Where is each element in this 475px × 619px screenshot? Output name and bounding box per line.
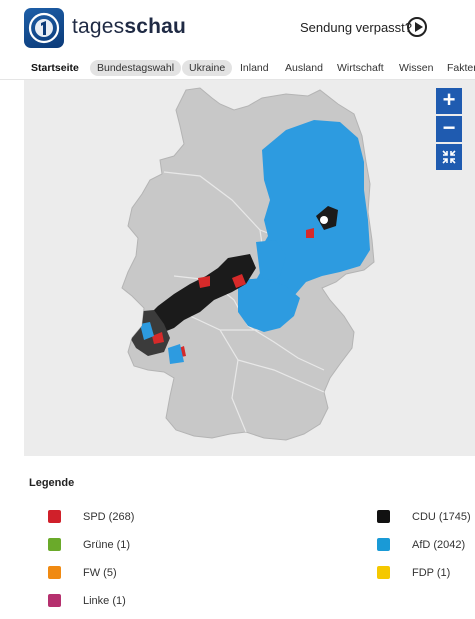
legend-swatch	[48, 566, 61, 579]
spd-region-4	[152, 332, 164, 344]
main-nav: Startseite Bundestagswahl Ukraine Inland…	[0, 56, 475, 80]
legend-swatch	[48, 594, 61, 607]
legend-label: Linke (1)	[83, 595, 126, 607]
fullscreen-collapse-icon[interactable]	[436, 144, 462, 170]
germany-map[interactable]	[24, 80, 475, 456]
nav-item-wissen[interactable]: Wissen	[399, 62, 434, 74]
afd-region-west-1	[140, 322, 154, 340]
legend-label: FDP (1)	[412, 567, 451, 579]
logo-wordmark[interactable]: tagesschau	[72, 15, 187, 38]
legend-swatch	[48, 538, 61, 551]
legend-label: AfD (2042)	[412, 539, 466, 551]
legend-label: CDU (1745)	[412, 511, 471, 523]
afd-region-sachsen-anhalt	[256, 240, 286, 284]
spd-region-2	[198, 276, 210, 288]
nav-item-ukraine[interactable]: Ukraine	[182, 60, 233, 76]
spd-region-1	[232, 274, 246, 288]
election-map[interactable]: + −	[24, 80, 475, 456]
nav-item-fakten[interactable]: Fakter	[447, 62, 475, 74]
legend-swatch	[377, 538, 390, 551]
play-icon[interactable]	[407, 17, 427, 37]
legend-label: Grüne (1)	[83, 539, 131, 551]
legend-swatch	[48, 510, 61, 523]
zoom-out-button[interactable]: −	[436, 116, 462, 142]
afd-region-west-2	[168, 344, 184, 364]
missed-show-link[interactable]: Sendung verpasst?	[300, 20, 413, 35]
legend-title: Legende	[29, 477, 75, 489]
nav-item-wirtschaft[interactable]: Wirtschaft	[337, 62, 384, 74]
legend-label: SPD (268)	[83, 511, 135, 523]
nav-item-bundestagswahl[interactable]: Bundestagswahl	[90, 60, 182, 76]
afd-region-thueringen	[238, 278, 300, 332]
cdu-region-hessen-west	[148, 254, 256, 332]
tagesschau-logo-icon[interactable]	[24, 8, 64, 48]
nav-item-inland[interactable]: Inland	[240, 62, 269, 74]
nav-item-ausland[interactable]: Ausland	[285, 62, 323, 74]
afd-region-east	[256, 120, 370, 312]
legend-swatch	[377, 566, 390, 579]
berlin-marker	[320, 216, 328, 224]
zoom-in-button[interactable]: +	[436, 88, 462, 114]
site-header: tagesschau Sendung verpasst?	[0, 0, 475, 56]
spd-region-3	[306, 228, 314, 238]
legend-label: FW (5)	[83, 567, 117, 579]
legend-swatch	[377, 510, 390, 523]
nav-item-startseite[interactable]: Startseite	[31, 62, 79, 74]
